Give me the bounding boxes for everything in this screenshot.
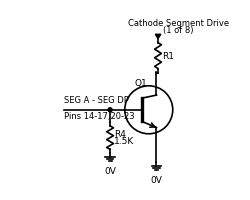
- Text: 0V: 0V: [104, 166, 116, 175]
- Text: SEG A - SEG DP: SEG A - SEG DP: [64, 96, 128, 105]
- Text: 0V: 0V: [150, 175, 162, 184]
- Text: 1.5K: 1.5K: [114, 137, 134, 146]
- Text: Cathode Segment Drive: Cathode Segment Drive: [127, 19, 228, 28]
- Text: Pins 14-17,20-23: Pins 14-17,20-23: [64, 111, 134, 120]
- Polygon shape: [155, 35, 160, 39]
- Text: Q1: Q1: [134, 79, 147, 88]
- Text: (1 of 8): (1 of 8): [162, 26, 193, 34]
- Text: R4: R4: [114, 130, 126, 139]
- Text: R1: R1: [162, 52, 174, 61]
- Circle shape: [108, 108, 112, 112]
